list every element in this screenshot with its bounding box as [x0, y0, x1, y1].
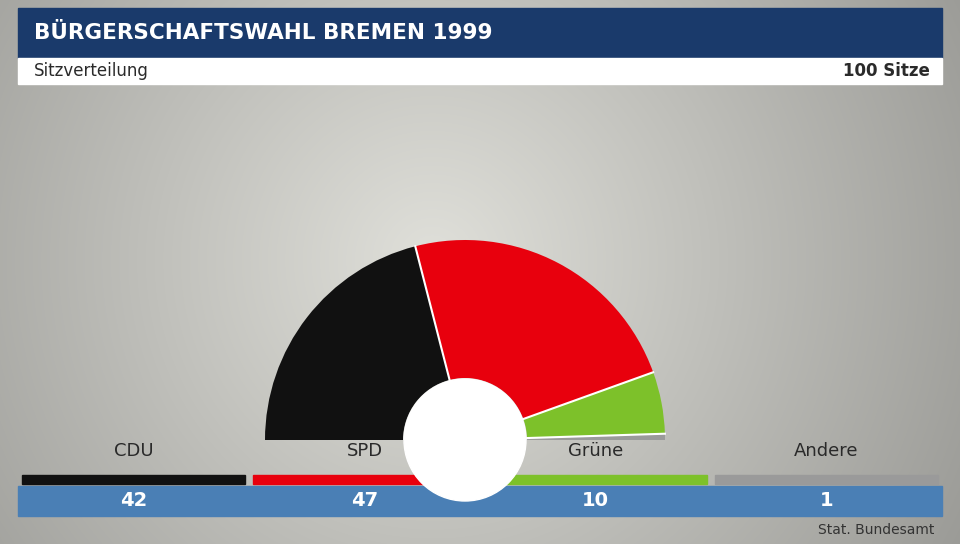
Text: BÜRGERSCHAFTSWAHL BREMEN 1999: BÜRGERSCHAFTSWAHL BREMEN 1999 [34, 23, 492, 43]
Circle shape [404, 379, 526, 501]
Bar [255, 438, 675, 544]
Text: Andere: Andere [794, 442, 859, 460]
Text: 10: 10 [582, 491, 609, 510]
Text: Stat. Bundesamt: Stat. Bundesamt [818, 523, 934, 537]
Bar [484, 475, 707, 484]
Text: 1: 1 [820, 491, 833, 510]
Bar [22, 475, 245, 484]
Bar [18, 486, 942, 516]
Wedge shape [527, 434, 665, 440]
Wedge shape [416, 240, 653, 419]
Bar [253, 475, 476, 484]
Bar [0, 440, 960, 544]
Text: 42: 42 [120, 491, 147, 510]
Text: CDU: CDU [113, 442, 154, 460]
Text: Grüne: Grüne [568, 442, 623, 460]
Text: 100 Sitze: 100 Sitze [843, 62, 930, 80]
Text: 47: 47 [351, 491, 378, 510]
Text: SPD: SPD [347, 442, 383, 460]
Bar [18, 58, 942, 84]
Text: Sitzverteilung: Sitzverteilung [34, 62, 149, 80]
Wedge shape [265, 246, 449, 440]
Wedge shape [523, 372, 665, 438]
Bar [18, 8, 942, 58]
Bar [715, 475, 938, 484]
